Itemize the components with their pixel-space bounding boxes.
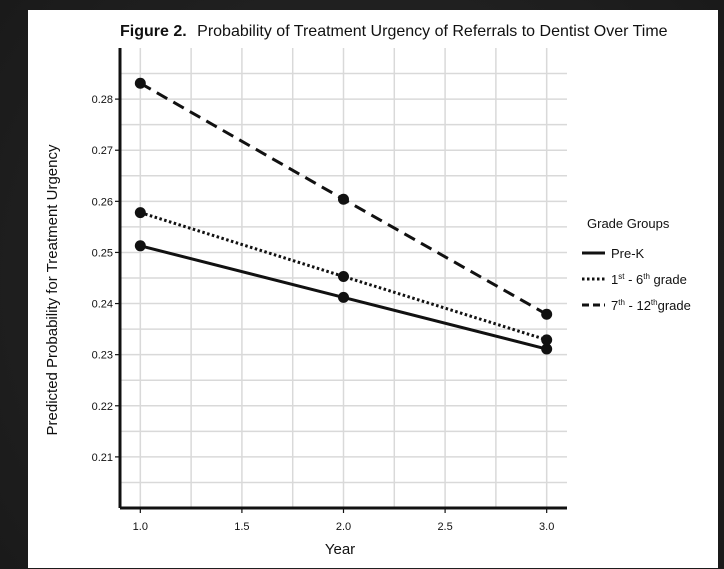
x-tick-label: 2.0 [336, 521, 351, 533]
legend-label: Pre-K [611, 246, 645, 261]
x-tick-label: 2.5 [437, 521, 452, 533]
data-point [134, 240, 146, 252]
data-point [338, 291, 349, 303]
y-tick-label: 0.27 [92, 145, 113, 157]
legend-label: 1st - 6th grade [611, 272, 687, 287]
series-line-dotted [139, 211, 548, 342]
grid [120, 48, 567, 508]
data-point [134, 77, 146, 89]
y-tick-label: 0.21 [92, 452, 113, 464]
y-axis-label: Predicted Probability for Treatment Urge… [44, 144, 61, 435]
y-tick-label: 0.22 [92, 401, 113, 413]
x-tick-label: 1.0 [133, 521, 148, 533]
y-tick-label: 0.24 [92, 299, 113, 311]
chart-title-prefix: Figure 2. [120, 23, 187, 40]
y-tick-label: 0.25 [92, 247, 113, 259]
data-point [338, 193, 349, 205]
y-tick-label: 0.26 [92, 196, 113, 208]
data-point [338, 270, 349, 282]
data-point [541, 343, 553, 355]
legend-title: Grade Groups [587, 216, 670, 231]
data-point [541, 308, 553, 320]
y-tick-label: 0.28 [92, 94, 113, 106]
x-tick-label: 1.5 [234, 521, 249, 533]
chart-title-text: Probability of Treatment Urgency of Refe… [197, 23, 668, 40]
y-tick-label: 0.23 [92, 350, 113, 362]
legend-label: 7th - 12thgrade [611, 298, 691, 313]
tick-labels: 0.21 0.22 0.23 0.24 0.25 0.26 0.27 0.28 1.0 1.5 2.… [92, 94, 555, 533]
data-point [541, 334, 553, 346]
x-axis-label: Year [325, 541, 355, 558]
legend: Grade Groups Pre-K 1st - 6th grade 7th - 1… [582, 216, 691, 313]
x-tick-label: 3.0 [539, 521, 554, 533]
data-point [134, 207, 146, 219]
chart-title: Figure 2. Probability of Treatment Urgen… [120, 23, 668, 40]
series-points [134, 77, 553, 355]
figure-panel [28, 10, 718, 568]
